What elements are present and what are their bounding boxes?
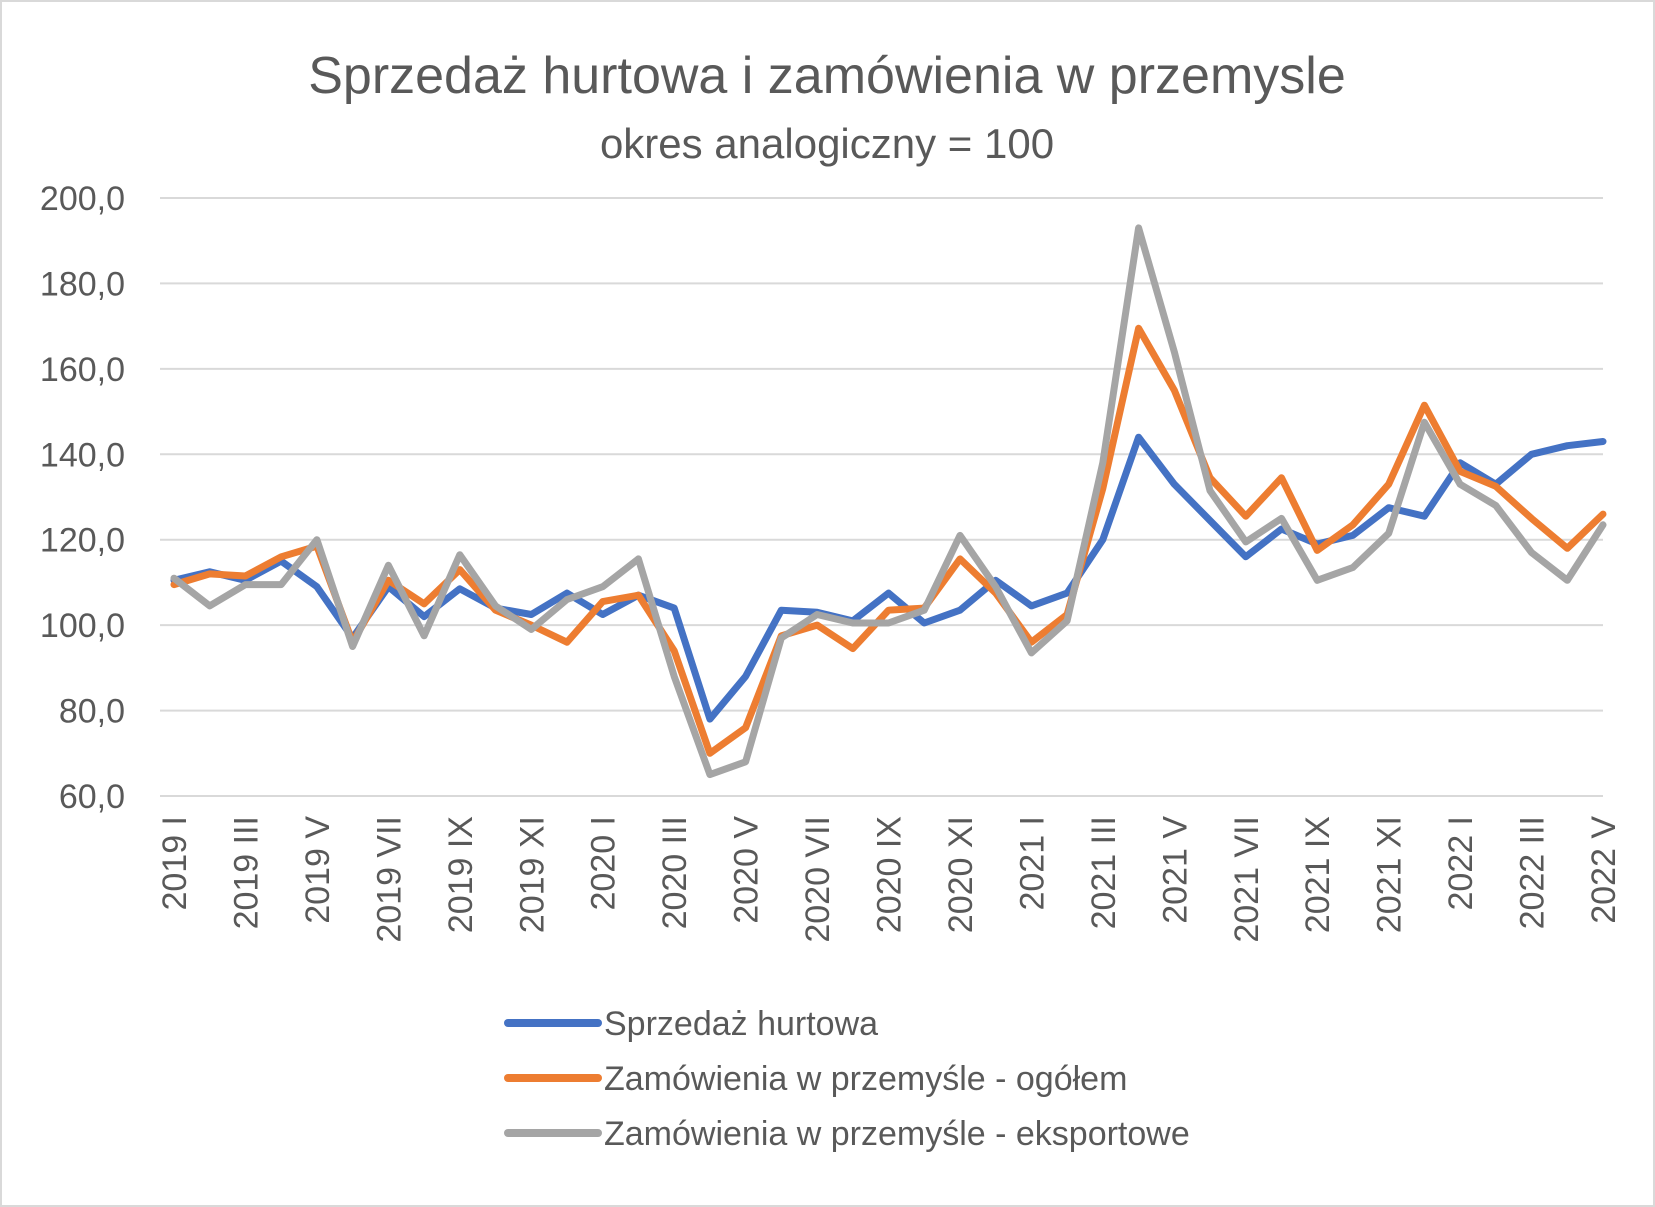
x-tick-label: 2021 VII: [1228, 816, 1266, 943]
series-lines: [170, 224, 1607, 779]
x-tick-label: 2020 I: [585, 816, 623, 911]
x-axis-ticks: 2019 I 2019 III 2019 V 2019 VII 2019 IX 2019 …: [156, 816, 1623, 943]
x-tick-label: 2022 I: [1442, 816, 1480, 911]
y-tick-label: 180,0: [40, 265, 125, 303]
x-tick-label: 2019 VII: [370, 816, 408, 943]
legend-label: Sprzedaż hurtowa: [604, 1005, 878, 1043]
x-tick-label: 2020 IX: [871, 816, 909, 933]
legend-label: Zamówienia w przemyśle - ogółem: [604, 1060, 1127, 1098]
legend-label: Zamówienia w przemyśle - eksportowe: [604, 1115, 1190, 1153]
y-tick-label: 160,0: [40, 351, 125, 389]
x-tick-label: 2022 III: [1514, 816, 1552, 929]
x-tick-label: 2021 I: [1013, 816, 1051, 911]
x-tick-label: 2019 XI: [513, 816, 551, 933]
x-tick-label: 2021 IX: [1299, 816, 1337, 933]
x-tick-label: 2020 XI: [942, 816, 980, 933]
x-tick-label: 2021 III: [1085, 816, 1123, 929]
y-axis-ticks: 60,0 80,0 100,0 120,0 140,0 160,0 180,0 200,0: [40, 180, 125, 816]
y-tick-label: 120,0: [40, 522, 125, 560]
series-line-3: [170, 224, 1607, 779]
y-tick-label: 140,0: [40, 436, 125, 474]
x-tick-label: 2022 V: [1585, 816, 1623, 924]
legend: Sprzedaż hurtowa Zamówienia w przemyśle -…: [504, 1005, 1190, 1153]
gridlines: [160, 197, 1603, 797]
x-tick-label: 2019 I: [156, 816, 194, 911]
x-tick-label: 2020 III: [656, 816, 694, 929]
x-tick-label: 2019 V: [299, 816, 337, 924]
y-tick-label: 80,0: [59, 693, 125, 731]
y-tick-label: 100,0: [40, 607, 125, 645]
x-tick-label: 2020 VII: [799, 816, 837, 943]
chart-subtitle: okres analogiczny = 100: [600, 120, 1054, 167]
x-tick-label: 2020 V: [728, 816, 766, 924]
chart-title: Sprzedaż hurtowa i zamówienia w przemysl…: [308, 47, 1346, 105]
series-line-2: [170, 324, 1607, 757]
x-tick-label: 2021 V: [1156, 816, 1194, 924]
x-tick-label: 2021 XI: [1371, 816, 1409, 933]
x-tick-label: 2019 IX: [442, 816, 480, 933]
x-tick-label: 2019 III: [227, 816, 265, 929]
y-tick-label: 60,0: [59, 778, 125, 816]
y-tick-label: 200,0: [40, 180, 125, 218]
